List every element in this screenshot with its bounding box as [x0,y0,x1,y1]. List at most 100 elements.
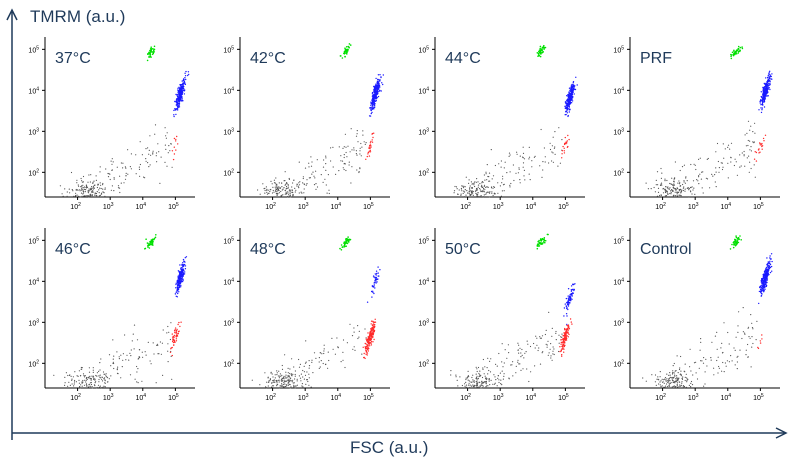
data-point [59,185,62,187]
data-point [686,180,688,182]
data-point [763,106,766,108]
data-point [298,358,300,361]
data-point [351,149,353,151]
data-point [769,83,771,85]
data-point [305,383,307,385]
data-point [764,280,766,282]
data-point [167,350,169,352]
x-tick-label: 105 [753,393,764,402]
data-point [94,382,96,384]
data-point [678,368,681,371]
data-point [551,327,553,329]
data-point [567,308,569,311]
data-point [346,50,349,52]
data-point [517,349,520,351]
data-point [374,324,376,326]
data-point [680,191,682,193]
data-point [374,287,376,289]
data-point [568,333,570,336]
data-point [175,140,177,142]
data-point [686,378,689,380]
data-point [651,374,653,376]
data-point [356,130,358,132]
data-point [289,380,291,382]
data-point [89,181,91,183]
data-point [283,376,285,379]
data-point [760,280,763,283]
data-point [110,365,112,367]
data-point [83,192,85,194]
data-point [766,257,768,259]
data-point [338,170,340,172]
data-point [342,339,345,341]
data-point [669,382,671,385]
data-point [490,379,492,381]
data-point [134,378,136,380]
y-tick-label: 103 [223,127,234,136]
data-point [175,283,177,286]
data-point [99,171,101,173]
data-point [269,378,271,380]
data-point [461,190,463,192]
data-point [666,381,669,383]
data-point [152,52,155,55]
data-point [289,192,291,194]
data-point [730,161,732,163]
data-point [548,352,550,354]
data-point [664,195,667,197]
data-point [735,236,738,239]
data-point [354,349,356,351]
data-point [287,379,289,382]
data-point [766,80,768,83]
data-point [729,148,731,150]
data-point [671,377,673,379]
x-tick-label: 102 [460,202,471,211]
data-point [370,333,372,336]
data-point [562,338,564,340]
data-point [768,71,770,74]
data-point [519,155,521,157]
data-point [124,178,127,180]
data-point [121,366,123,368]
data-point [283,377,285,379]
data-point [677,386,679,388]
data-point [567,102,569,104]
x-tick-label: 105 [753,202,764,211]
data-point [739,49,741,52]
data-point [271,373,273,375]
data-point [736,174,739,176]
data-point [543,241,545,243]
data-point [481,380,483,383]
data-point [676,376,678,378]
data-point [518,352,520,354]
data-point [450,374,452,376]
data-point [765,87,767,89]
data-point [371,106,373,108]
data-point [752,342,754,345]
data-point [277,187,279,189]
data-point [500,160,502,162]
data-point [64,188,66,190]
data-point [345,242,348,244]
data-point [85,378,87,380]
data-point [736,361,739,363]
data-point [687,187,690,189]
data-point [667,188,669,190]
data-point [301,385,303,387]
data-point [766,270,769,272]
data-point [289,377,291,379]
data-point [368,115,371,117]
data-point [724,362,727,364]
data-point [564,105,566,108]
data-point [91,194,94,196]
data-point [308,360,310,362]
data-point [92,182,94,184]
data-point [141,351,143,353]
data-point [311,361,313,363]
data-point [488,176,490,178]
data-point [726,360,729,362]
data-point [379,86,381,88]
data-point [565,333,567,335]
data-point [472,380,474,382]
